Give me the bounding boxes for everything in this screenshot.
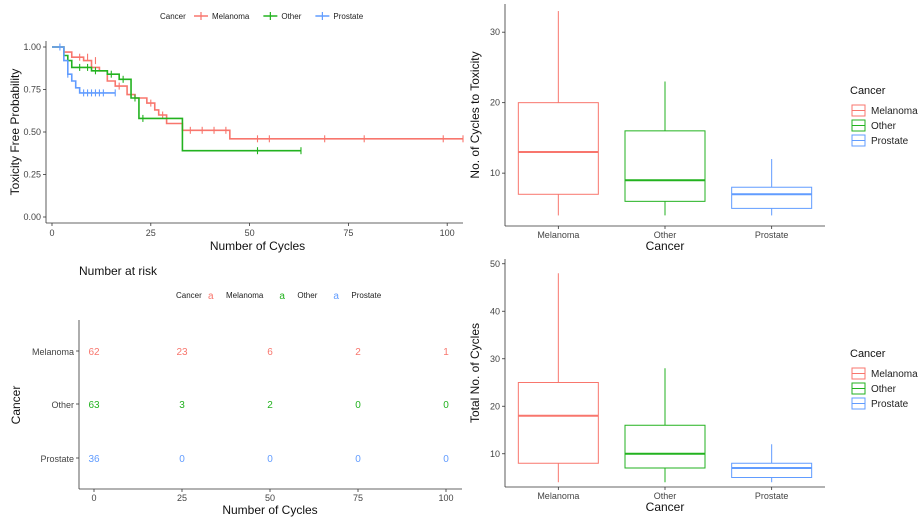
box-total-cycles: 10 20 30 40 50 Melanoma Other Prostate Cancer Tot… xyxy=(468,259,918,514)
risk-cell: 0 xyxy=(355,454,361,465)
risk-row-label-melanoma: Melanoma xyxy=(32,347,74,357)
risk-cell: 0 xyxy=(443,454,449,465)
km-x-tick-label: 100 xyxy=(440,228,455,238)
box-cycles-to-toxicity-legend-label-prostate: Prostate xyxy=(871,136,909,147)
box-total-cycles-y-tick-label: 30 xyxy=(490,354,500,364)
box-melanoma xyxy=(517,382,599,464)
box-other xyxy=(624,424,706,469)
risk-x-axis-title: Number of Cycles xyxy=(222,503,317,517)
risk-legend-glyph: a xyxy=(333,291,339,302)
km-curve-other xyxy=(52,46,301,152)
km-x-tick-label: 50 xyxy=(245,228,255,238)
km-x-tick-label: 25 xyxy=(146,228,156,238)
box-total-cycles-legend-label-melanoma: Melanoma xyxy=(871,369,918,380)
km-curve-prostate xyxy=(52,46,116,94)
risk-cell: 0 xyxy=(443,400,449,411)
km-curve-melanoma xyxy=(52,46,463,140)
box-total-cycles-x-tick-label: Prostate xyxy=(755,491,789,501)
km-y-tick-label: 1.00 xyxy=(23,42,41,52)
km-y-tick-label: 0.00 xyxy=(23,212,41,222)
box-cycles-to-toxicity-y-tick-label: 20 xyxy=(490,98,500,108)
box-cycles-to-toxicity-x-tick-label: Melanoma xyxy=(537,230,579,240)
box-total-cycles-x-tick-label: Other xyxy=(654,491,677,501)
box-cycles-to-toxicity-y-axis-title: No. of Cycles to Toxicity xyxy=(468,51,482,178)
km-y-tick-label: 0.75 xyxy=(23,85,41,95)
box-prostate xyxy=(731,186,813,209)
box-cycles-to-toxicity: 10 20 30 Melanoma Other Prostate Cancer No. of … xyxy=(468,4,918,253)
risk-x-tick-label: 100 xyxy=(438,493,453,503)
box-cycles-to-toxicity-x-tick-label: Prostate xyxy=(755,230,789,240)
box-cycles-to-toxicity-x-tick-label: Other xyxy=(654,230,677,240)
box-total-cycles-x-axis-title: Cancer xyxy=(646,500,685,514)
km-y-tick-label: 0.50 xyxy=(23,127,41,137)
risk-cell: 23 xyxy=(176,347,188,358)
box-total-cycles-legend-label-prostate: Prostate xyxy=(871,399,909,410)
risk-x-tick-label: 0 xyxy=(91,493,96,503)
km-plot: Cancer Melanoma Other Prostate 0 25 50 75 100 0.0… xyxy=(8,12,464,253)
risk-legend-label-melanoma: Melanoma xyxy=(226,291,264,300)
risk-cell: 3 xyxy=(179,400,185,411)
risk-legend-glyph: a xyxy=(279,291,285,302)
risk-legend-glyph: a xyxy=(208,291,214,302)
box-cycles-to-toxicity-legend-title: Cancer xyxy=(850,85,886,97)
box-total-cycles-y-tick-label: 40 xyxy=(490,306,500,316)
risk-cell: 36 xyxy=(88,454,100,465)
km-x-tick-label: 75 xyxy=(343,228,353,238)
km-y-tick-label: 0.25 xyxy=(23,170,41,180)
risk-legend-label-prostate: Prostate xyxy=(351,291,381,300)
risk-legend-label-other: Other xyxy=(297,291,317,300)
km-legend-title: Cancer xyxy=(160,12,186,21)
risk-cell: 0 xyxy=(267,454,273,465)
risk-cell: 63 xyxy=(88,400,100,411)
box-cycles-to-toxicity-y-tick-label: 30 xyxy=(490,27,500,37)
risk-cell: 1 xyxy=(443,347,449,358)
risk-x-tick-label: 50 xyxy=(265,493,275,503)
km-legend-label-prostate: Prostate xyxy=(333,12,363,21)
box-total-cycles-legend-label-other: Other xyxy=(871,384,897,395)
km-legend-label-other: Other xyxy=(281,12,301,21)
box-other xyxy=(624,130,706,202)
risk-cell: 62 xyxy=(88,347,100,358)
risk-row-label-prostate: Prostate xyxy=(40,454,74,464)
risk-cell: 0 xyxy=(355,400,361,411)
risk-x-tick-label: 75 xyxy=(353,493,363,503)
box-total-cycles-y-tick-label: 50 xyxy=(490,259,500,269)
km-x-tick-label: 0 xyxy=(49,228,54,238)
box-cycles-to-toxicity-legend-label-melanoma: Melanoma xyxy=(871,106,918,117)
risk-table-title: Number at risk xyxy=(79,264,158,278)
box-total-cycles-legend-title: Cancer xyxy=(850,348,886,360)
risk-y-axis-title: Cancer xyxy=(9,386,23,425)
risk-legend-title: Cancer xyxy=(176,291,202,300)
box-melanoma xyxy=(517,102,599,195)
risk-legend: Cancer a Melanoma a Other a Prostate xyxy=(176,291,382,302)
risk-cell: 6 xyxy=(267,347,273,358)
risk-cell: 2 xyxy=(355,347,361,358)
box-prostate xyxy=(731,462,813,478)
box-total-cycles-legend: Cancer Melanoma Other Prostate xyxy=(850,348,918,410)
risk-cell: 2 xyxy=(267,400,273,411)
box-cycles-to-toxicity-x-axis-title: Cancer xyxy=(646,239,685,253)
km-legend-label-melanoma: Melanoma xyxy=(212,12,250,21)
km-x-axis-title: Number of Cycles xyxy=(210,239,305,253)
km-y-axis-title: Toxicity Free Probability xyxy=(8,69,22,196)
box-total-cycles-y-tick-label: 20 xyxy=(490,401,500,411)
box-total-cycles-x-tick-label: Melanoma xyxy=(537,491,579,501)
risk-cell: 0 xyxy=(179,454,185,465)
risk-row-label-other: Other xyxy=(51,400,74,410)
box-cycles-to-toxicity-legend-label-other: Other xyxy=(871,121,897,132)
box-total-cycles-y-axis-title: Total No. of Cycles xyxy=(468,323,482,423)
box-total-cycles-y-tick-label: 10 xyxy=(490,449,500,459)
box-cycles-to-toxicity-legend: Cancer Melanoma Other Prostate xyxy=(850,85,918,147)
box-cycles-to-toxicity-y-tick-label: 10 xyxy=(490,168,500,178)
risk-x-tick-label: 25 xyxy=(177,493,187,503)
km-legend: Cancer Melanoma Other Prostate xyxy=(160,12,364,21)
